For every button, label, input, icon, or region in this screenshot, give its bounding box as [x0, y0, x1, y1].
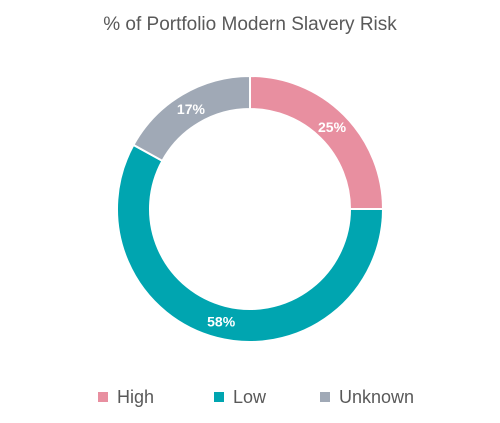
legend-label-low: Low: [233, 387, 267, 407]
legend-swatch-low: [214, 392, 224, 402]
donut-slice-unknown: [132, 74, 251, 163]
donut-slice-high: [249, 74, 385, 210]
legend-label-unknown: Unknown: [339, 387, 415, 407]
legend-item-unknown: Unknown: [320, 385, 414, 409]
slice-label-high: 25%: [318, 119, 347, 135]
legend-item-high: High: [98, 385, 154, 409]
legend-label-high: High: [117, 387, 155, 407]
slice-label-unknown: 17%: [177, 101, 206, 117]
chart-legend: High Low Unknown: [0, 385, 500, 409]
legend-item-low: Low: [214, 385, 266, 409]
legend-swatch-unknown: [320, 392, 330, 402]
slice-label-low: 58%: [207, 313, 236, 329]
chart-title: % of Portfolio Modern Slavery Risk: [103, 14, 397, 35]
donut-slice-low: [116, 143, 385, 343]
legend-swatch-high: [98, 392, 108, 402]
